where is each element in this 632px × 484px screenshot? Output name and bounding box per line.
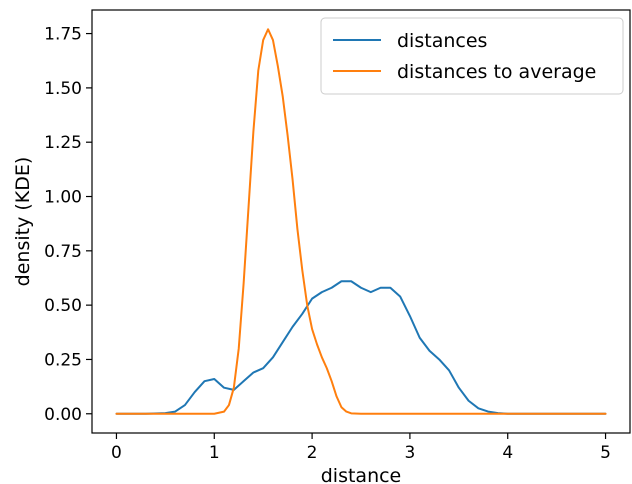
y-tick-label: 1.00 (44, 188, 82, 208)
x-axis-ticks: 0 1 2 3 4 5 (111, 433, 611, 463)
y-tick-label: 1.50 (44, 79, 82, 99)
x-axis-label: distance (321, 465, 402, 484)
x-tick-label: 3 (404, 443, 415, 463)
x-tick-label: 4 (502, 443, 513, 463)
y-axis-ticks: 0.00 0.25 0.50 0.75 1.00 1.25 1.50 1.75 (44, 25, 92, 425)
y-tick-label: 0.25 (44, 350, 82, 370)
legend-label: distances to average (397, 61, 596, 83)
y-axis-label: density (KDE) (12, 157, 34, 287)
y-tick-label: 1.75 (44, 25, 82, 45)
x-tick-label: 1 (209, 443, 220, 463)
y-tick-label: 0.75 (44, 242, 82, 262)
x-tick-label: 5 (600, 443, 611, 463)
x-tick-label: 2 (307, 443, 318, 463)
legend-box (320, 17, 624, 95)
legend: distances distances to average (320, 17, 624, 95)
y-tick-label: 0.50 (44, 296, 82, 316)
y-tick-label: 1.25 (44, 133, 82, 153)
series-line-2 (115, 28, 607, 415)
axes-frame (91, 9, 631, 434)
plot-area (115, 28, 607, 415)
series-line-1 (115, 280, 607, 415)
x-tick-label: 0 (111, 443, 122, 463)
legend-label: distances (397, 30, 487, 52)
y-tick-label: 0.00 (44, 405, 82, 425)
